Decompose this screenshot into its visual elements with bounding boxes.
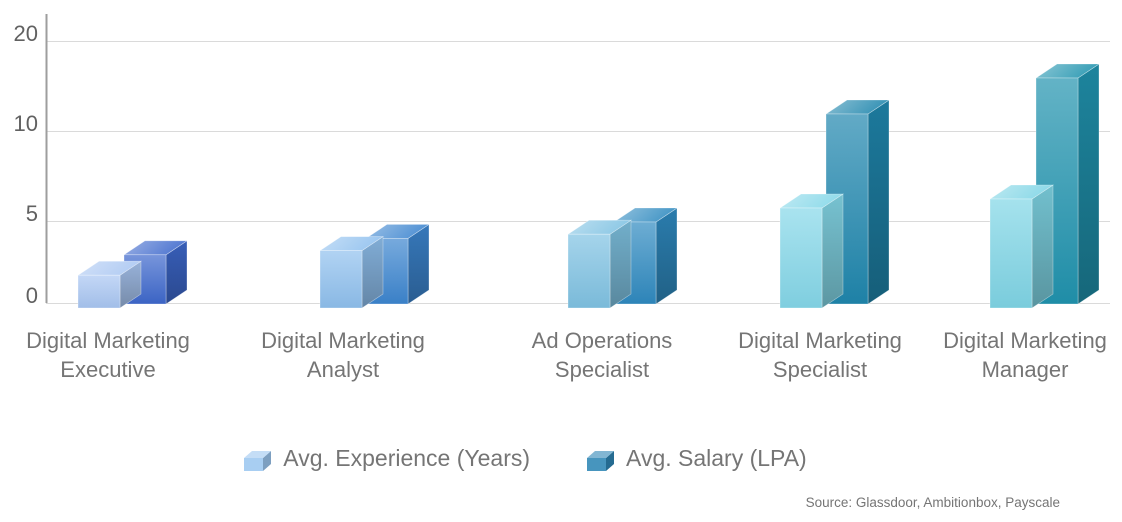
- category-label-ad-operations-specialist: Ad Operations Specialist: [531, 328, 673, 382]
- legend-item-salary: Avg. Salary (LPA): [586, 443, 807, 473]
- bar-experience-ad-operations-specialist-side-face: [609, 219, 632, 309]
- bar-experience-digital-marketing-analyst: [319, 236, 384, 309]
- bar-experience-ad-operations-specialist-front-face: [567, 233, 611, 309]
- bar-experience-digital-marketing-manager: [989, 184, 1054, 309]
- legend-label-experience: Avg. Experience (Years): [283, 444, 531, 471]
- y-tick-label-10: 10: [14, 111, 38, 136]
- y-tick-label-20: 20: [14, 21, 38, 46]
- y-tick-label-0: 0: [26, 283, 38, 308]
- bar-experience-digital-marketing-specialist: [779, 193, 844, 309]
- legend-item-experience: Avg. Experience (Years): [243, 443, 530, 473]
- bar-salary-ad-operations-specialist-side-face: [655, 207, 678, 305]
- bar-experience-digital-marketing-manager-side-face: [1031, 184, 1054, 309]
- bar-experience-ad-operations-specialist: [567, 219, 632, 309]
- bar-experience-digital-marketing-executive: [77, 260, 142, 309]
- category-label-digital-marketing-executive: Digital Marketing Executive: [26, 328, 190, 382]
- bar-experience-digital-marketing-executive-front-face: [77, 274, 121, 309]
- bar-salary-digital-marketing-specialist-side-face: [867, 99, 890, 305]
- bar-experience-digital-marketing-manager-front-face: [989, 198, 1033, 309]
- legend-label-salary: Avg. Salary (LPA): [626, 444, 807, 471]
- bar-experience-digital-marketing-analyst-front-face: [319, 250, 363, 309]
- experience-series-cube-icon: [243, 443, 272, 473]
- category-label-digital-marketing-specialist: Digital Marketing Specialist: [738, 328, 902, 382]
- bar-experience-digital-marketing-specialist-front-face: [779, 207, 823, 309]
- bar-experience-digital-marketing-specialist-side-face: [821, 193, 844, 309]
- plot-area: 0 5 10 20: [14, 14, 1110, 309]
- chart-legend: Avg. Experience (Years) Avg. Salary (LPA…: [0, 443, 1050, 473]
- bar-salary-digital-marketing-manager-side-face: [1077, 63, 1100, 305]
- category-label-digital-marketing-analyst: Digital Marketing Analyst: [261, 328, 425, 382]
- salary-series-cube-icon: [586, 443, 615, 473]
- y-tick-label-5: 5: [26, 201, 38, 226]
- source-note: Source: Glassdoor, Ambitionbox, Payscale: [805, 495, 1060, 510]
- category-label-digital-marketing-manager: Digital Marketing Manager: [943, 328, 1107, 382]
